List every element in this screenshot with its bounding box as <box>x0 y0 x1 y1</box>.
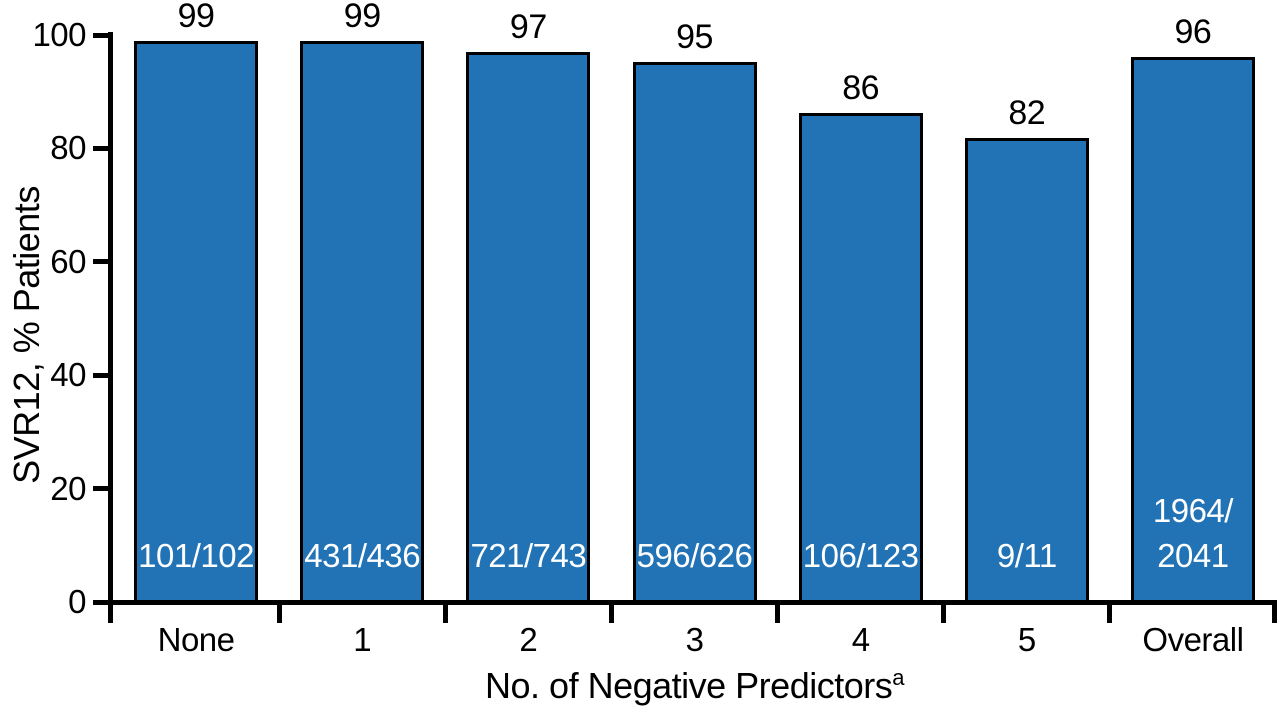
bar-fraction-label: 106/123 <box>799 533 923 578</box>
bar-fraction-label: 1964/2041 <box>1131 488 1255 578</box>
bar-fraction-label: 596/626 <box>633 533 757 578</box>
bar-value-label: 95 <box>676 18 713 57</box>
bar <box>632 62 757 603</box>
x-category-label: Overall <box>1142 621 1244 658</box>
bar <box>134 40 259 603</box>
x-axis-title-text: No. of Negative Predictors <box>485 665 893 706</box>
bar-fraction-label-line: 2041 <box>1157 537 1229 574</box>
x-axis-title-superscript: a <box>892 665 904 690</box>
x-tick <box>1107 605 1113 623</box>
bar-fraction-label: 9/11 <box>965 533 1089 578</box>
bar-value-label: 96 <box>1174 12 1212 51</box>
x-tick <box>941 605 947 623</box>
bar-fraction-label-line: 1964/ <box>1152 492 1234 529</box>
y-tick-label: 20 <box>50 469 86 507</box>
x-tick <box>442 605 448 623</box>
x-tick <box>608 605 614 623</box>
bar <box>798 113 923 603</box>
bar-fraction-label-line: 106/123 <box>802 537 919 574</box>
y-tick <box>93 372 110 378</box>
bar-value-label: 86 <box>842 69 880 108</box>
bar <box>1130 56 1255 603</box>
bar-value-label: 99 <box>343 0 381 36</box>
x-tick <box>276 605 282 623</box>
y-axis-title-text: SVR12, % Patients <box>6 186 47 484</box>
y-tick-label: 80 <box>50 129 86 167</box>
bar-value-label: 82 <box>1008 94 1046 133</box>
x-axis-title: No. of Negative Predictorsa <box>113 665 1276 707</box>
x-tick <box>1271 605 1277 623</box>
bar-fraction-label: 101/102 <box>134 533 258 578</box>
x-tick <box>775 605 781 623</box>
bar-fraction-label-line: 596/626 <box>636 537 753 574</box>
bar-value-label: 99 <box>177 0 215 35</box>
y-tick <box>93 486 110 492</box>
bar-fraction-label: 721/743 <box>466 533 590 578</box>
x-category-label: 5 <box>1017 621 1036 658</box>
x-category-label: 3 <box>685 621 704 658</box>
bar <box>300 41 425 603</box>
x-category-label: 1 <box>353 621 372 658</box>
bar <box>466 52 591 603</box>
bar-fraction-label-line: 101/102 <box>138 537 254 574</box>
y-tick <box>93 259 110 265</box>
x-category-label: 4 <box>851 621 870 658</box>
y-tick-label: 40 <box>50 356 86 394</box>
bar-value-label: 97 <box>509 8 547 46</box>
bar-fraction-label-line: 431/436 <box>304 537 421 574</box>
y-tick <box>93 32 110 38</box>
bar-fraction-label-line: 721/743 <box>470 537 587 574</box>
bar-fraction-label-line: 9/11 <box>996 537 1057 574</box>
y-tick <box>93 145 110 151</box>
x-category-label: None <box>157 621 235 658</box>
y-tick-label: 0 <box>68 583 86 620</box>
y-tick-label: 60 <box>50 242 86 280</box>
y-axis-line <box>108 32 113 623</box>
bar <box>964 138 1089 603</box>
x-category-label: 2 <box>519 621 538 658</box>
y-tick-label: 100 <box>32 16 86 53</box>
bar-fraction-label: 431/436 <box>300 533 424 578</box>
